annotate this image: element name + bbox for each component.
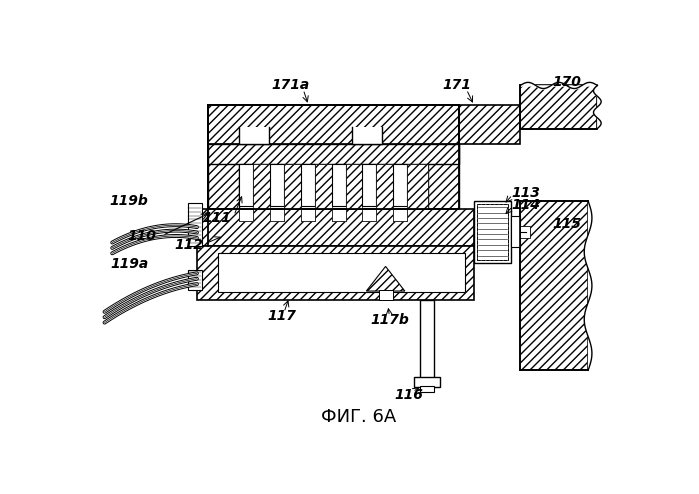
Bar — [208, 106, 459, 144]
Bar — [345, 164, 363, 209]
Bar — [459, 106, 520, 144]
Bar — [420, 299, 434, 378]
Text: 117b: 117b — [370, 313, 409, 328]
Bar — [376, 164, 394, 209]
Bar — [284, 164, 301, 209]
Bar — [197, 209, 474, 246]
Text: 171a: 171a — [272, 79, 310, 92]
Bar — [394, 209, 407, 221]
Bar — [239, 209, 253, 221]
Bar — [394, 164, 407, 206]
Bar — [414, 376, 440, 387]
Bar — [407, 164, 428, 209]
Text: 110: 110 — [127, 229, 156, 243]
Text: ФИГ. 6А: ФИГ. 6А — [321, 408, 396, 425]
Bar — [520, 85, 598, 128]
Bar — [477, 204, 508, 260]
Bar — [239, 164, 253, 206]
Text: 119a: 119a — [110, 257, 148, 271]
Bar — [394, 209, 407, 221]
Bar — [428, 144, 459, 209]
Bar — [520, 201, 588, 370]
Polygon shape — [366, 266, 405, 291]
Bar — [270, 209, 284, 221]
Bar — [188, 203, 201, 246]
Text: 112: 112 — [174, 238, 203, 252]
Text: 116: 116 — [394, 388, 423, 402]
Text: 114: 114 — [511, 198, 540, 212]
Bar — [511, 216, 520, 247]
Bar — [363, 164, 376, 206]
Bar — [331, 164, 345, 206]
Bar — [239, 209, 253, 221]
Text: 113: 113 — [511, 186, 540, 200]
Bar — [270, 209, 284, 221]
Bar — [253, 164, 270, 209]
Text: 117: 117 — [267, 309, 296, 324]
Text: 119b: 119b — [110, 194, 148, 208]
Text: 111: 111 — [203, 211, 231, 225]
Bar — [301, 164, 315, 206]
Bar — [420, 386, 434, 392]
Bar — [315, 164, 331, 209]
Bar — [520, 226, 530, 238]
Bar — [188, 270, 201, 289]
Bar — [331, 209, 345, 221]
Bar — [352, 127, 382, 144]
Bar — [363, 209, 376, 221]
Bar — [239, 127, 268, 144]
Bar — [270, 164, 284, 206]
Bar — [477, 204, 508, 260]
Text: 171: 171 — [442, 79, 472, 92]
Text: 170: 170 — [552, 75, 581, 88]
Bar — [208, 144, 459, 164]
Bar — [301, 209, 315, 221]
Bar — [301, 209, 315, 221]
Bar — [208, 144, 239, 209]
Bar — [379, 290, 393, 299]
Bar — [219, 253, 465, 292]
Text: 115: 115 — [552, 217, 581, 231]
Bar — [363, 209, 376, 221]
Bar — [197, 246, 474, 299]
Bar — [331, 209, 345, 221]
Bar — [474, 201, 511, 263]
